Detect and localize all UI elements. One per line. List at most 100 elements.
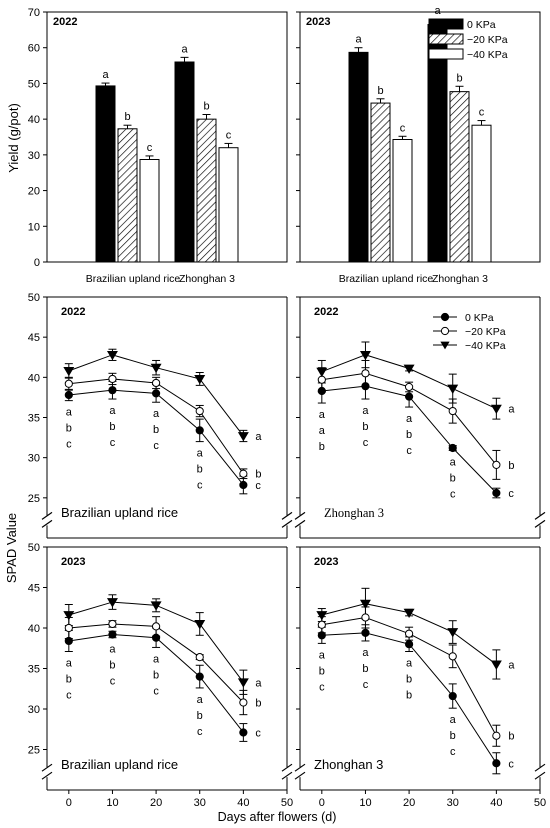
significance-letter: c bbox=[153, 685, 159, 697]
significance-letter: a bbox=[406, 657, 413, 669]
data-point bbox=[359, 350, 371, 361]
significance-letter: b bbox=[124, 111, 130, 123]
data-point bbox=[108, 630, 117, 639]
data-point bbox=[194, 620, 206, 630]
spad-axis-label: SPAD Value bbox=[4, 513, 19, 583]
data-point bbox=[448, 652, 457, 661]
data-point bbox=[195, 406, 204, 416]
significance-letter: b bbox=[362, 421, 368, 433]
bar bbox=[348, 51, 369, 263]
significance-letter: c bbox=[363, 679, 369, 691]
data-point bbox=[403, 608, 415, 618]
legend-label: −40 KPa bbox=[465, 340, 506, 352]
legend-swatch bbox=[428, 18, 464, 30]
data-point bbox=[150, 363, 162, 374]
data-point bbox=[404, 640, 414, 649]
significance-letter: c bbox=[450, 746, 456, 758]
y-tick-label: 30 bbox=[28, 150, 40, 162]
data-point bbox=[195, 672, 204, 681]
plot-frame bbox=[46, 11, 288, 263]
y-tick-label: 20 bbox=[28, 186, 40, 198]
data-point bbox=[151, 633, 161, 642]
significance-letter: c bbox=[508, 758, 514, 770]
significance-letter: a bbox=[255, 677, 262, 689]
significance-letter: b bbox=[508, 460, 514, 472]
data-point bbox=[403, 364, 415, 374]
y-tick-label: 30 bbox=[28, 704, 40, 716]
y-tick-label: 35 bbox=[28, 413, 40, 425]
legend-swatch bbox=[428, 48, 464, 60]
significance-letter: b bbox=[450, 730, 456, 742]
data-point bbox=[404, 382, 414, 392]
category-label: Zhonghan 3 bbox=[432, 273, 488, 285]
significance-letter: a bbox=[450, 714, 457, 726]
y-tick-label: 30 bbox=[28, 453, 40, 465]
significance-letter: a bbox=[109, 644, 116, 656]
significance-letter: a bbox=[319, 409, 326, 421]
bar bbox=[392, 139, 413, 263]
bar bbox=[471, 124, 492, 263]
significance-letter: a bbox=[66, 657, 73, 669]
data-point bbox=[239, 469, 248, 478]
panel-spad-2023-brazilian: 25 30 35 40 45 50 0 10 20 30 40 50 2023 Brazilian upl… bbox=[28, 542, 293, 809]
x-tick-label: 0 bbox=[319, 797, 325, 809]
x-tick-label: 10 bbox=[106, 797, 118, 809]
x-axis-label: Days after flowers (d) bbox=[218, 810, 337, 824]
year-label: 2023 bbox=[314, 556, 338, 568]
data-point bbox=[106, 350, 118, 361]
category-label: Brazilian upland rice bbox=[339, 273, 434, 285]
significance-letter: b bbox=[362, 663, 368, 675]
significance-letter: a bbox=[434, 5, 441, 17]
significance-letter: c bbox=[66, 439, 72, 451]
significance-letter: b bbox=[255, 469, 261, 481]
legend-marker bbox=[440, 341, 450, 350]
significance-letter: c bbox=[255, 727, 261, 739]
year-label: 2023 bbox=[306, 16, 330, 28]
significance-letter: c bbox=[110, 676, 116, 688]
axis-break-mark bbox=[294, 771, 306, 780]
y-tick-label: 40 bbox=[28, 114, 40, 126]
axis-break-mark bbox=[41, 511, 53, 520]
y-tick-label: 40 bbox=[28, 623, 40, 635]
variety-label: Brazilian upland rice bbox=[61, 757, 178, 772]
x-tick-label: 0 bbox=[66, 797, 72, 809]
data-point bbox=[317, 375, 326, 384]
significance-letter: b bbox=[406, 429, 412, 441]
significance-letter: a bbox=[197, 448, 204, 460]
axis-break-mark bbox=[281, 511, 293, 520]
axis-break-mark bbox=[294, 763, 306, 772]
y-tick-label: 50 bbox=[28, 78, 40, 90]
data-point bbox=[194, 375, 206, 385]
data-point bbox=[151, 389, 161, 398]
significance-letter: c bbox=[363, 437, 369, 449]
x-tick-label: 40 bbox=[237, 797, 249, 809]
significance-letter: b bbox=[456, 72, 462, 84]
data-point bbox=[316, 367, 328, 378]
significance-letter: c bbox=[66, 689, 72, 701]
significance-letter: a bbox=[255, 431, 262, 443]
axis-break-mark bbox=[534, 763, 546, 772]
bar bbox=[449, 91, 470, 263]
y-tick-label: 60 bbox=[28, 43, 40, 55]
legend-label: 0 KPa bbox=[467, 19, 496, 31]
bar bbox=[95, 85, 116, 263]
significance-letter: c bbox=[226, 129, 232, 141]
data-point bbox=[239, 698, 248, 707]
data-point bbox=[317, 620, 326, 629]
significance-letter: a bbox=[197, 694, 204, 706]
significance-letter: c bbox=[110, 437, 116, 449]
data-point bbox=[108, 374, 117, 384]
variety-label: Zhonghan 3 bbox=[314, 757, 383, 772]
significance-letter: b bbox=[319, 441, 325, 453]
data-point bbox=[404, 392, 414, 401]
significance-letter: a bbox=[406, 413, 413, 425]
significance-letter: a bbox=[450, 456, 457, 468]
data-point bbox=[108, 619, 117, 629]
axis-break-mark bbox=[294, 511, 306, 520]
significance-letter: a bbox=[181, 43, 188, 55]
y-tick-label: 40 bbox=[28, 372, 40, 384]
data-point bbox=[64, 390, 73, 400]
